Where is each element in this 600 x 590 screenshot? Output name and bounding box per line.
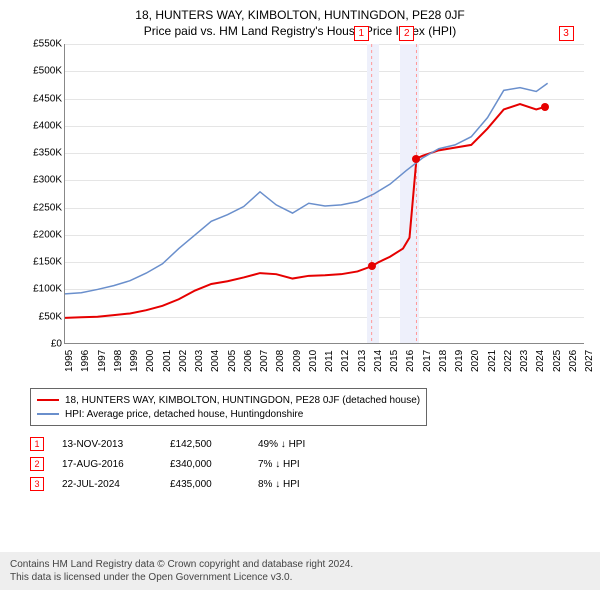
sale-date: 13-NOV-2013 [62, 439, 152, 450]
chart-marker: 1 [354, 26, 369, 41]
chart-subtitle: Price paid vs. HM Land Registry's House … [10, 24, 590, 38]
sale-row: 2 17-AUG-2016 £340,000 7% ↓ HPI [30, 454, 590, 474]
footer-line-2: This data is licensed under the Open Gov… [10, 571, 590, 584]
sale-price: £435,000 [170, 479, 240, 490]
x-axis: 1995199619971998199920002001200220032004… [64, 344, 584, 384]
legend-row: HPI: Average price, detached house, Hunt… [37, 407, 420, 421]
sale-price: £340,000 [170, 459, 240, 470]
sale-diff: 7% ↓ HPI [258, 459, 338, 470]
sale-diff: 8% ↓ HPI [258, 479, 338, 490]
chart-container: 18, HUNTERS WAY, KIMBOLTON, HUNTINGDON, … [0, 0, 600, 590]
plot-area: 123 [64, 44, 584, 344]
chart-marker: 3 [559, 26, 574, 41]
sale-row: 3 22-JUL-2024 £435,000 8% ↓ HPI [30, 474, 590, 494]
legend: 18, HUNTERS WAY, KIMBOLTON, HUNTINGDON, … [30, 388, 427, 426]
footer-line-1: Contains HM Land Registry data © Crown c… [10, 558, 590, 571]
sale-date: 17-AUG-2016 [62, 459, 152, 470]
row-marker: 2 [30, 457, 44, 471]
chart-title: 18, HUNTERS WAY, KIMBOLTON, HUNTINGDON, … [10, 8, 590, 22]
row-marker: 3 [30, 477, 44, 491]
footer: Contains HM Land Registry data © Crown c… [0, 552, 600, 590]
row-marker: 1 [30, 437, 44, 451]
legend-row: 18, HUNTERS WAY, KIMBOLTON, HUNTINGDON, … [37, 393, 420, 407]
chart-marker: 2 [399, 26, 414, 41]
chart-area: £0£50K£100K£150K£200K£250K£300K£350K£400… [24, 44, 584, 384]
y-axis: £0£50K£100K£150K£200K£250K£300K£350K£400… [24, 44, 64, 344]
sales-table: 1 13-NOV-2013 £142,500 49% ↓ HPI 2 17-AUG-201… [30, 434, 590, 494]
chart-svg [65, 44, 585, 344]
sale-row: 1 13-NOV-2013 £142,500 49% ↓ HPI [30, 434, 590, 454]
sale-diff: 49% ↓ HPI [258, 439, 338, 450]
sale-date: 22-JUL-2024 [62, 479, 152, 490]
sale-price: £142,500 [170, 439, 240, 450]
